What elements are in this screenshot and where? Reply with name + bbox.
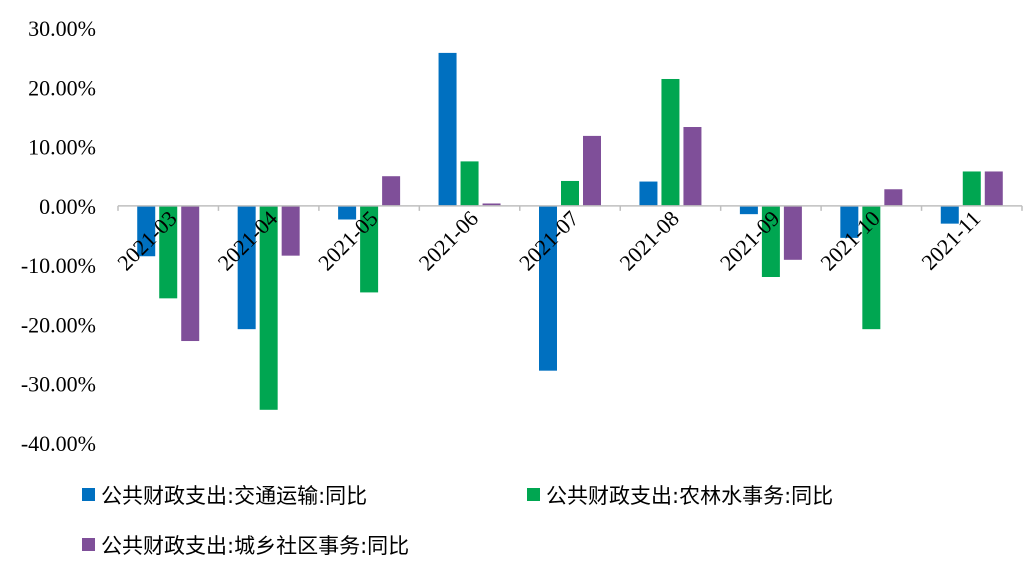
bar-series-3-2021-09 bbox=[783, 205, 802, 260]
bar-series-1-2021-09 bbox=[739, 205, 758, 215]
bar-series-3-2021-11 bbox=[984, 171, 1003, 206]
bar-series-3-2021-10 bbox=[884, 189, 903, 206]
y-tick-label: 0.00% bbox=[39, 194, 96, 219]
bar-series-2-2021-07 bbox=[561, 180, 579, 206]
y-tick-label: -10.00% bbox=[21, 253, 96, 278]
legend-swatch-series-2 bbox=[527, 488, 540, 501]
y-tick-label: -40.00% bbox=[21, 431, 96, 456]
x-category-label: 2021-08 bbox=[614, 206, 684, 276]
bar-series-1-2021-11 bbox=[940, 205, 959, 224]
bar-series-2-2021-03 bbox=[159, 205, 178, 299]
legend-label-series-1: 公共财政支出:交通运输:同比 bbox=[101, 484, 367, 508]
bar-series-1-2021-08 bbox=[639, 181, 658, 206]
bar-series-1-2021-03 bbox=[137, 205, 156, 257]
y-tick-label: -30.00% bbox=[21, 372, 96, 397]
bar-series-1-2021-06 bbox=[438, 52, 457, 206]
x-axis-tick-marks bbox=[117, 205, 1023, 211]
bar-series-3-2021-08 bbox=[683, 127, 702, 206]
bar-series-3-2021-03 bbox=[181, 205, 200, 342]
bar-series-3-2021-05 bbox=[382, 176, 401, 206]
bar-series-2-2021-10 bbox=[862, 205, 881, 330]
bars-group bbox=[137, 52, 1003, 410]
legend-label-series-3: 公共财政支出:城乡社区事务:同比 bbox=[101, 534, 409, 558]
bar-series-2-2021-05 bbox=[360, 205, 379, 293]
bar-series-2-2021-06 bbox=[460, 161, 479, 206]
bar-series-3-2021-04 bbox=[281, 205, 300, 256]
bar-series-2-2021-11 bbox=[962, 171, 981, 206]
bar-series-2-2021-09 bbox=[761, 205, 780, 277]
legend-label-series-2: 公共财政支出:农林水事务:同比 bbox=[546, 484, 833, 508]
bar-series-1-2021-04 bbox=[237, 205, 256, 330]
y-axis-tick-labels: 30.00% 20.00% 10.00% 0.00% -10.00% -20.00% -30… bbox=[21, 16, 96, 456]
y-tick-label: 30.00% bbox=[28, 16, 96, 41]
legend-swatch-series-3 bbox=[82, 538, 95, 551]
x-category-label: 2021-06 bbox=[414, 206, 484, 276]
y-tick-label: 10.00% bbox=[28, 135, 96, 160]
bar-series-3-2021-06 bbox=[482, 203, 501, 206]
bar-series-2-2021-08 bbox=[661, 78, 680, 206]
bar-series-1-2021-07 bbox=[539, 205, 557, 371]
y-tick-label: 20.00% bbox=[28, 75, 96, 100]
bar-series-1-2021-05 bbox=[338, 205, 357, 220]
y-tick-label: -20.00% bbox=[21, 312, 96, 337]
bar-series-2-2021-04 bbox=[259, 205, 278, 410]
legend-swatch-series-1 bbox=[82, 488, 95, 501]
bar-series-1-2021-10 bbox=[840, 205, 859, 238]
legend: 公共财政支出:交通运输:同比 公共财政支出:农林水事务:同比公共财政支出:城乡社区… bbox=[82, 484, 833, 558]
bar-series-3-2021-07 bbox=[583, 135, 601, 206]
